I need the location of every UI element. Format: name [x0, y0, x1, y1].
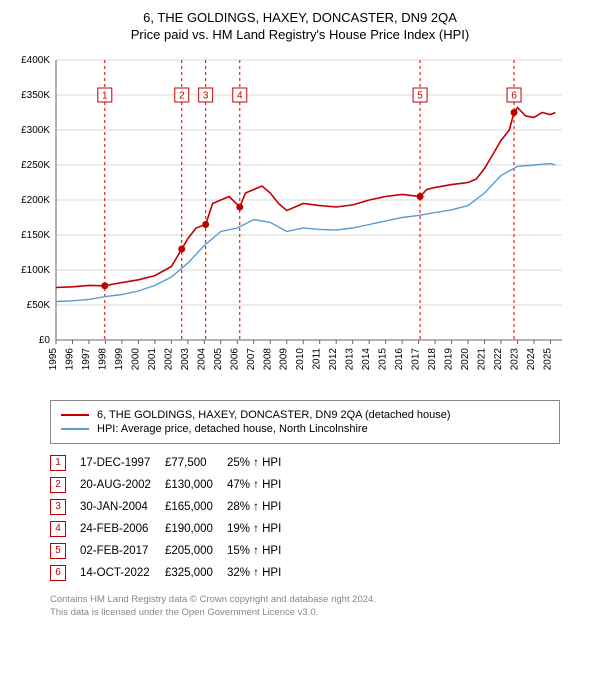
legend-label: HPI: Average price, detached house, Nort…: [97, 423, 368, 435]
sales-table: 1 17-DEC-1997£77,50025% ↑ HPI 2 20-AUG-2002…: [50, 452, 295, 584]
table-row: 1 17-DEC-1997£77,50025% ↑ HPI: [50, 452, 295, 474]
svg-text:1996: 1996: [64, 348, 75, 371]
svg-text:2014: 2014: [361, 348, 372, 371]
svg-text:2010: 2010: [295, 348, 306, 371]
sale-price: £165,000: [165, 496, 227, 518]
svg-text:2018: 2018: [427, 348, 438, 371]
title-line-1: 6, THE GOLDINGS, HAXEY, DONCASTER, DN9 2…: [10, 10, 590, 25]
svg-text:2025: 2025: [542, 348, 553, 371]
svg-text:2021: 2021: [477, 348, 488, 371]
svg-text:2017: 2017: [411, 348, 422, 371]
svg-text:£0: £0: [39, 335, 51, 346]
sale-price: £77,500: [165, 452, 227, 474]
svg-text:2024: 2024: [526, 348, 537, 371]
svg-text:5: 5: [417, 91, 423, 102]
svg-text:1999: 1999: [114, 348, 125, 371]
svg-text:£400K: £400K: [21, 55, 50, 66]
svg-text:1997: 1997: [81, 348, 92, 371]
sale-price: £130,000: [165, 474, 227, 496]
svg-text:£200K: £200K: [21, 195, 50, 206]
sale-price: £190,000: [165, 518, 227, 540]
footer-note: Contains HM Land Registry data © Crown c…: [50, 594, 560, 620]
svg-text:2: 2: [179, 91, 185, 102]
svg-text:3: 3: [203, 91, 209, 102]
legend-swatch: [61, 428, 89, 430]
legend: 6, THE GOLDINGS, HAXEY, DONCASTER, DN9 2…: [50, 400, 560, 444]
sale-marker-badge: 3: [50, 499, 66, 515]
svg-text:1: 1: [102, 91, 108, 102]
svg-text:£350K: £350K: [21, 90, 50, 101]
svg-text:1995: 1995: [48, 348, 59, 371]
svg-text:2008: 2008: [262, 348, 273, 371]
legend-label: 6, THE GOLDINGS, HAXEY, DONCASTER, DN9 2…: [97, 409, 451, 421]
svg-text:2005: 2005: [213, 348, 224, 371]
table-row: 5 02-FEB-2017£205,00015% ↑ HPI: [50, 540, 295, 562]
chart-container: £0 £50K £100K £150K £200K £250K £300K £350K £400…: [10, 50, 590, 390]
svg-text:£250K: £250K: [21, 160, 50, 171]
svg-text:2002: 2002: [163, 348, 174, 371]
sale-price: £325,000: [165, 562, 227, 584]
svg-text:4: 4: [237, 91, 243, 102]
legend-row: HPI: Average price, detached house, Nort…: [61, 423, 549, 435]
svg-text:2013: 2013: [345, 348, 356, 371]
sale-date: 20-AUG-2002: [80, 474, 165, 496]
sale-date: 14-OCT-2022: [80, 562, 165, 584]
sale-marker-badge: 6: [50, 565, 66, 581]
sale-pct: 28% ↑ HPI: [227, 496, 295, 518]
table-row: 2 20-AUG-2002£130,00047% ↑ HPI: [50, 474, 295, 496]
sale-marker-badge: 4: [50, 521, 66, 537]
sale-date: 02-FEB-2017: [80, 540, 165, 562]
price-chart: £0 £50K £100K £150K £200K £250K £300K £350K £400…: [10, 50, 570, 390]
sale-pct: 19% ↑ HPI: [227, 518, 295, 540]
svg-text:£150K: £150K: [21, 230, 50, 241]
svg-text:2011: 2011: [312, 348, 323, 370]
table-row: 6 14-OCT-2022£325,00032% ↑ HPI: [50, 562, 295, 584]
svg-text:2003: 2003: [180, 348, 191, 371]
legend-swatch: [61, 414, 89, 416]
legend-row: 6, THE GOLDINGS, HAXEY, DONCASTER, DN9 2…: [61, 409, 549, 421]
chart-title-block: 6, THE GOLDINGS, HAXEY, DONCASTER, DN9 2…: [10, 10, 590, 42]
svg-text:£50K: £50K: [27, 300, 51, 311]
svg-text:2006: 2006: [229, 348, 240, 371]
svg-text:2007: 2007: [246, 348, 257, 371]
svg-text:2009: 2009: [279, 348, 290, 371]
sale-marker-badge: 1: [50, 455, 66, 471]
sale-date: 24-FEB-2006: [80, 518, 165, 540]
sale-date: 30-JAN-2004: [80, 496, 165, 518]
svg-text:2016: 2016: [394, 348, 405, 371]
sale-pct: 47% ↑ HPI: [227, 474, 295, 496]
sale-price: £205,000: [165, 540, 227, 562]
sale-pct: 15% ↑ HPI: [227, 540, 295, 562]
table-row: 3 30-JAN-2004£165,00028% ↑ HPI: [50, 496, 295, 518]
svg-text:£100K: £100K: [21, 265, 50, 276]
svg-text:2015: 2015: [378, 348, 389, 371]
svg-text:2004: 2004: [196, 348, 207, 371]
title-line-2: Price paid vs. HM Land Registry's House …: [10, 27, 590, 42]
svg-text:2023: 2023: [509, 348, 520, 371]
svg-text:£300K: £300K: [21, 125, 50, 136]
svg-text:2012: 2012: [328, 348, 339, 371]
svg-text:2019: 2019: [444, 348, 455, 371]
svg-text:2001: 2001: [147, 348, 158, 371]
table-row: 4 24-FEB-2006£190,00019% ↑ HPI: [50, 518, 295, 540]
svg-text:2022: 2022: [493, 348, 504, 371]
footer-line-2: This data is licensed under the Open Gov…: [50, 607, 560, 620]
svg-text:2020: 2020: [460, 348, 471, 371]
svg-text:6: 6: [511, 91, 517, 102]
sale-pct: 25% ↑ HPI: [227, 452, 295, 474]
sale-marker-badge: 2: [50, 477, 66, 493]
svg-text:2000: 2000: [130, 348, 141, 371]
svg-text:1998: 1998: [97, 348, 108, 371]
sale-date: 17-DEC-1997: [80, 452, 165, 474]
sale-pct: 32% ↑ HPI: [227, 562, 295, 584]
footer-line-1: Contains HM Land Registry data © Crown c…: [50, 594, 560, 607]
sale-marker-badge: 5: [50, 543, 66, 559]
